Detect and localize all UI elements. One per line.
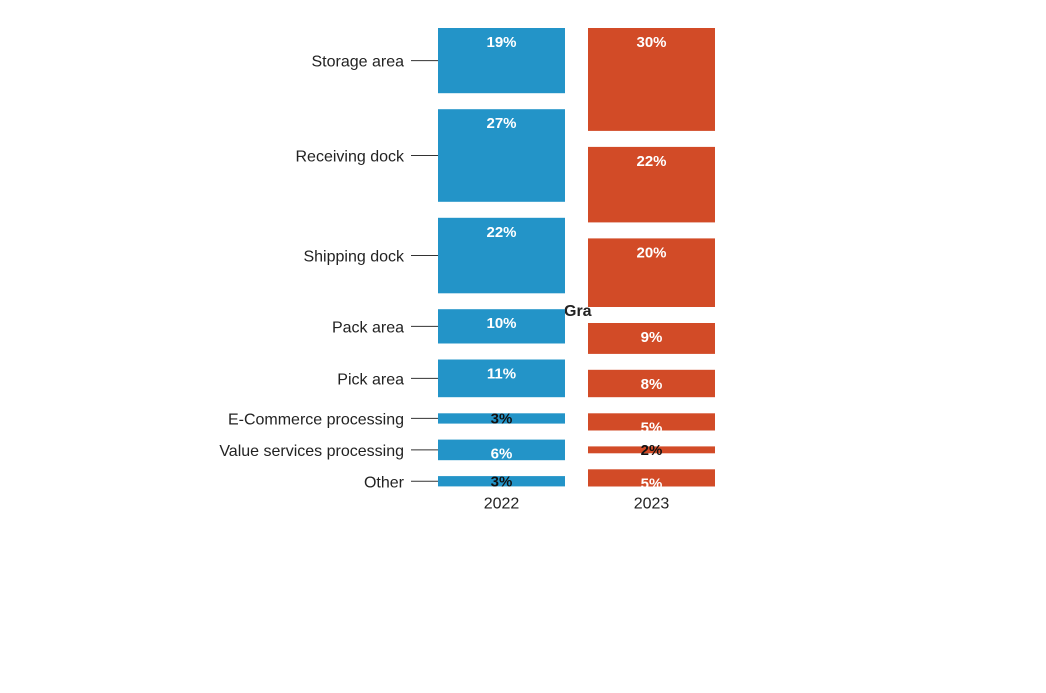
bar-2022-storage-area — [438, 28, 565, 94]
bar-2023-value-services-processing — [588, 446, 715, 454]
value-label-2022-value-services-processing: 6% — [491, 446, 513, 463]
value-labels: 19% 27% 22% 10% 11% 3% 6% 3% 30% 22% 20% 9% 8% 5% 2% 5% — [486, 34, 666, 492]
value-label-2022-pick-area: 11% — [487, 366, 516, 383]
value-label-2022-storage-area: 19% — [486, 34, 516, 51]
value-label-2022-other: 3% — [491, 473, 513, 490]
bar-2022-e-commerce-processing — [438, 413, 565, 424]
category-label-e-commerce-processing: E-Commerce processing — [228, 411, 404, 428]
bar-2022-other — [438, 476, 565, 487]
value-label-2023-value-services-processing: 2% — [641, 442, 663, 459]
category-label-other: Other — [364, 474, 405, 491]
bar-2022-value-services-processing — [438, 439, 565, 461]
category-label-pick-area: Pick area — [337, 371, 404, 388]
value-label-2023-other: 5% — [641, 475, 663, 492]
value-label-2023-storage-area: 30% — [636, 34, 666, 51]
x-tick-label-2023: 2023 — [634, 495, 670, 512]
value-label-2023-pack-area: 9% — [641, 329, 663, 346]
bar-segments — [438, 28, 715, 487]
category-label-storage-area: Storage area — [311, 54, 404, 71]
value-label-2022-receiving-dock: 27% — [486, 115, 516, 132]
bar-2023-other — [588, 469, 715, 487]
partial-annotation-text: Gra — [564, 303, 592, 320]
x-axis-tick-labels: 2022 2023 — [484, 495, 670, 512]
bar-2022-pack-area — [438, 309, 565, 344]
value-label-2022-e-commerce-processing: 3% — [491, 410, 513, 427]
value-label-2022-shipping-dock: 22% — [486, 224, 516, 241]
bar-2023-e-commerce-processing — [588, 413, 715, 431]
x-tick-label-2022: 2022 — [484, 495, 520, 512]
bar-2023-pack-area — [588, 323, 715, 354]
bar-2022-receiving-dock — [438, 109, 565, 202]
bar-2023-receiving-dock — [588, 146, 715, 223]
category-label-pack-area: Pack area — [332, 319, 404, 336]
value-label-2023-shipping-dock: 20% — [636, 244, 666, 261]
value-label-2022-pack-area: 10% — [486, 315, 516, 332]
bar-2022-shipping-dock — [438, 217, 565, 294]
category-label-value-services-processing: Value services processing — [219, 443, 404, 460]
category-labels: Storage area Receiving dock Shipping dock P… — [219, 54, 405, 492]
bar-2023-pick-area — [588, 369, 715, 398]
category-label-receiving-dock: Receiving dock — [296, 149, 406, 166]
value-label-2023-receiving-dock: 22% — [636, 153, 666, 170]
category-label-shipping-dock: Shipping dock — [303, 249, 405, 266]
value-label-2023-pick-area: 8% — [641, 376, 663, 393]
bar-2022-pick-area — [438, 359, 565, 398]
bar-2023-storage-area — [588, 28, 715, 131]
value-label-2023-e-commerce-processing: 5% — [641, 419, 663, 436]
bar-2023-shipping-dock — [588, 238, 715, 307]
